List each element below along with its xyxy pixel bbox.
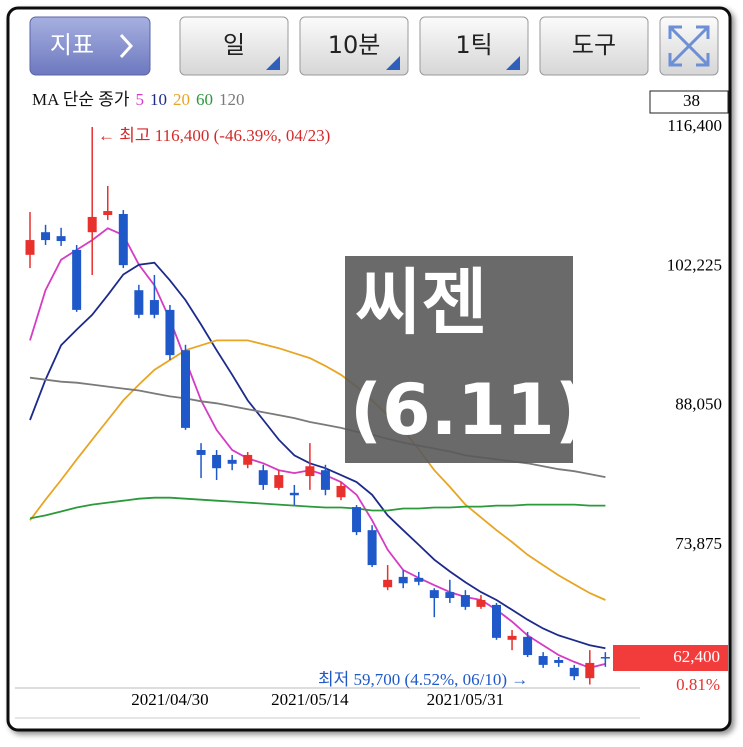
x-tick-label: 2021/04/30: [131, 690, 208, 709]
legend-entry: 60: [196, 90, 213, 109]
low-annotation: 최저 59,700 (4.52%, 06/10) →: [318, 670, 528, 689]
candle-body: [72, 249, 82, 310]
candle-body: [476, 599, 486, 607]
candle-body: [569, 667, 579, 677]
dropdown-icon: [266, 56, 280, 70]
candle-body: [274, 475, 284, 488]
candle-body: [118, 214, 128, 266]
candle-body: [523, 636, 533, 656]
plot: 116,400 102,225 88,050 73,875 MA 단순 종가 5 10 20 6…: [25, 90, 728, 709]
x-tick-label: 2021/05/14: [271, 690, 349, 709]
overlay-name: 씨젠: [355, 261, 487, 345]
candle-body: [445, 592, 455, 599]
ma-line: [29, 339, 606, 601]
interval-label: 10분: [328, 31, 381, 59]
candle-body: [258, 470, 268, 485]
y-tick-label: 116,400: [667, 116, 722, 135]
candle-body: [41, 232, 51, 241]
dropdown-icon: [386, 56, 400, 70]
ma-line: [29, 496, 606, 520]
candle-body: [181, 350, 190, 428]
candle-body: [538, 656, 548, 665]
zoom-count: 38: [683, 91, 700, 110]
candle-body: [398, 576, 408, 584]
candle-body: [492, 604, 501, 638]
period-button[interactable]: [179, 16, 289, 76]
toolbar: 지표 일 10분 1틱 도구: [29, 16, 719, 76]
candle-body: [56, 236, 66, 242]
last-price-label: 62,400: [673, 647, 720, 666]
candle-body: [149, 300, 159, 315]
candle-body: [25, 240, 35, 255]
tick-button[interactable]: [419, 16, 529, 76]
y-tick-label: 73,875: [675, 534, 722, 553]
last-price-box: [613, 645, 728, 672]
x-tick-label: 2021/05/31: [427, 690, 504, 709]
candle-body: [227, 459, 237, 464]
legend-entry: 5: [136, 90, 145, 109]
candle-body: [243, 454, 253, 465]
y-tick-label: 88,050: [675, 395, 722, 414]
candle-body: [87, 216, 97, 233]
candle-body: [212, 454, 222, 469]
indicator-label: 지표: [50, 31, 94, 59]
candle-body: [367, 530, 377, 566]
candle-body: [103, 211, 113, 215]
candle-body: [305, 466, 315, 477]
overlay-date: (6.11): [350, 369, 587, 451]
candle-body: [352, 507, 362, 533]
candle-body: [134, 290, 144, 315]
candle-body: [460, 595, 470, 607]
candle-body: [289, 492, 299, 496]
ma-line: [29, 261, 606, 650]
legend: MA 단순 종가 5 10 20 60 120: [32, 90, 245, 109]
indicator-button[interactable]: [29, 16, 151, 76]
candle-body: [507, 635, 517, 640]
overlay-box: [345, 256, 573, 463]
period-label: 일: [223, 31, 245, 59]
zoom-box: [649, 90, 729, 114]
title-overlay: 씨젠 (6.11): [345, 256, 587, 463]
chevron-icon: [119, 33, 134, 59]
candle-body: [336, 485, 346, 498]
candle-body: [414, 577, 424, 582]
tick-label: 1틱: [455, 31, 492, 59]
candle-body: [383, 579, 393, 588]
candle-body: [320, 470, 330, 490]
interval-button[interactable]: [299, 16, 409, 76]
candle-body: [429, 590, 439, 599]
change-label: 0.81%: [676, 675, 720, 694]
candle-body: [554, 659, 564, 663]
dropdown-icon: [506, 56, 520, 70]
legend-entry: 10: [150, 90, 167, 109]
candle-body: [600, 657, 610, 659]
tools-label: 도구: [572, 31, 616, 59]
expand-icon: [668, 25, 710, 67]
legend-title: MA 단순 종가: [32, 90, 130, 109]
candle-body: [196, 450, 206, 455]
y-tick-label: 102,225: [667, 255, 722, 274]
tools-button[interactable]: [539, 16, 649, 76]
candle-body: [585, 662, 595, 679]
candle-body: [165, 309, 175, 356]
legend-entry: 120: [219, 90, 245, 109]
legend-entry: 20: [173, 90, 190, 109]
high-annotation: ← 최고 116,400 (-46.39%, 04/23): [98, 126, 330, 145]
